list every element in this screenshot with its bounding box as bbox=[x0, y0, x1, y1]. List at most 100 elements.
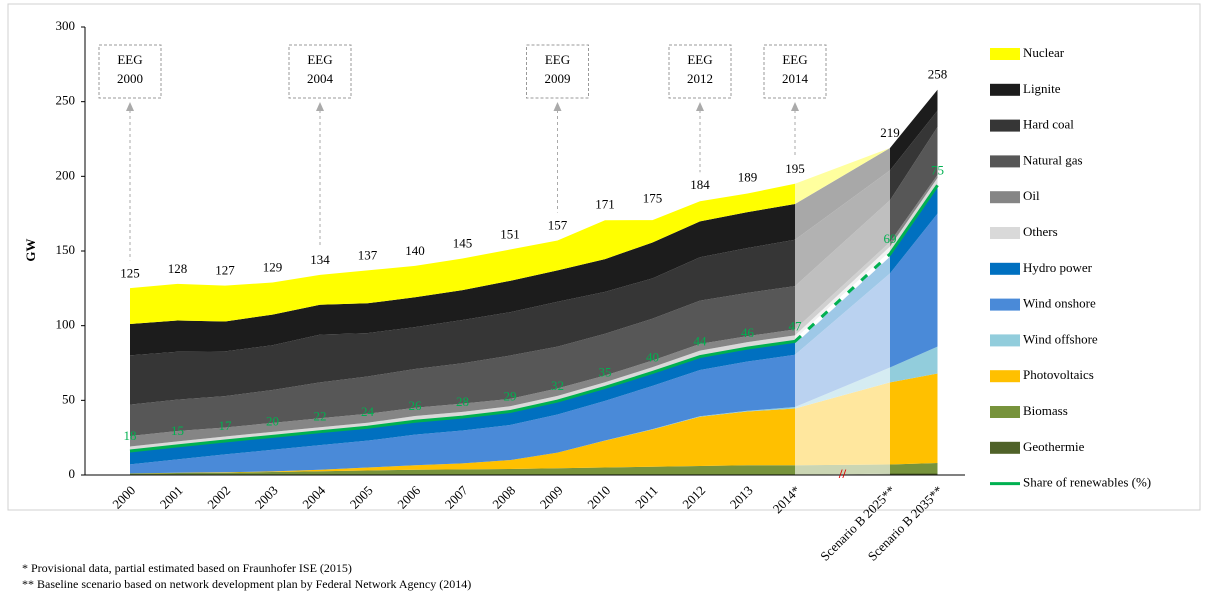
annotation: EEG bbox=[117, 52, 142, 67]
frame bbox=[7, 3, 1201, 511]
total-label: 175 bbox=[643, 191, 663, 206]
area bbox=[130, 373, 938, 474]
x-tick-label: 2008 bbox=[489, 483, 518, 512]
legend-swatch bbox=[990, 298, 1020, 311]
annotation: 2004 bbox=[307, 71, 334, 86]
projection-overlay bbox=[795, 27, 890, 475]
share-label: 75 bbox=[931, 162, 944, 177]
x-tick-label: 2014* bbox=[770, 483, 804, 517]
break-mark: // bbox=[838, 466, 847, 481]
x-tick-label: 2010 bbox=[584, 483, 613, 512]
x-tick-label: 2003 bbox=[252, 483, 281, 512]
x-tick-label: 2013 bbox=[727, 483, 756, 512]
area bbox=[130, 213, 938, 474]
y-tick-label: 150 bbox=[56, 242, 76, 257]
arrow-head bbox=[696, 102, 704, 111]
share-label: 26 bbox=[409, 398, 423, 413]
share-label: 29 bbox=[504, 389, 517, 404]
total-label: 127 bbox=[215, 262, 235, 277]
annotation: EEG bbox=[782, 52, 807, 67]
x-tick-label: 2002 bbox=[204, 483, 233, 512]
legend-swatch bbox=[990, 119, 1020, 132]
footnote: ** Baseline scenario based on network de… bbox=[22, 577, 471, 591]
y-tick-label: 250 bbox=[56, 93, 76, 108]
legend-label: Geothermie bbox=[1023, 439, 1085, 454]
total-label: 125 bbox=[120, 265, 140, 280]
share-label: 32 bbox=[551, 378, 564, 393]
legend-swatch bbox=[990, 262, 1020, 275]
legend-swatch bbox=[990, 334, 1020, 347]
total-label: 140 bbox=[405, 243, 425, 258]
x-tick-label: 2012 bbox=[679, 483, 708, 512]
legend-label: Others bbox=[1023, 224, 1058, 239]
dash-overlay bbox=[793, 252, 892, 343]
annotation: EEG bbox=[307, 52, 332, 67]
share-label: 40 bbox=[646, 349, 659, 364]
legend-label: Lignite bbox=[1023, 81, 1061, 96]
legend-label: Nuclear bbox=[1023, 45, 1065, 60]
area bbox=[130, 185, 938, 465]
x-tick-label: 2005 bbox=[347, 483, 376, 512]
annotation: EEG bbox=[687, 52, 712, 67]
total-label: 219 bbox=[880, 125, 900, 140]
share-label: 44 bbox=[694, 334, 708, 349]
share-label: 24 bbox=[361, 404, 375, 419]
annotation-box bbox=[98, 44, 162, 99]
legend-label: Biomass bbox=[1023, 403, 1068, 418]
share-label: 20 bbox=[266, 413, 279, 428]
area bbox=[130, 89, 938, 325]
share-label: 28 bbox=[456, 394, 469, 409]
y-axis-label: GW bbox=[23, 238, 38, 261]
legend-swatch bbox=[990, 406, 1020, 418]
legend-swatch bbox=[990, 370, 1020, 383]
annotation: 2000 bbox=[117, 71, 143, 86]
legend-label: Oil bbox=[1023, 188, 1040, 203]
total-label: 184 bbox=[690, 177, 710, 192]
x-tick-label: 2001 bbox=[157, 483, 186, 512]
legend-label: Wind offshore bbox=[1023, 331, 1098, 346]
x-tick-label: 2000 bbox=[109, 483, 138, 512]
y-tick-label: 200 bbox=[56, 167, 76, 182]
legend-label: Photovoltaics bbox=[1023, 367, 1094, 382]
share-label: 35 bbox=[599, 364, 612, 379]
share-label: 47 bbox=[789, 318, 803, 333]
x-tick-label: 2009 bbox=[537, 483, 566, 512]
arrow-head bbox=[791, 102, 799, 111]
annotation-box bbox=[526, 44, 589, 99]
area bbox=[130, 89, 938, 356]
total-label: 129 bbox=[263, 259, 283, 274]
share-label: 46 bbox=[741, 325, 755, 340]
total-label: 145 bbox=[453, 235, 473, 250]
total-label: 151 bbox=[500, 226, 520, 241]
y-tick-label: 100 bbox=[56, 317, 76, 332]
legend-swatch bbox=[990, 83, 1020, 96]
share-label: 17 bbox=[219, 418, 233, 433]
annotation-box bbox=[288, 44, 352, 99]
total-label: 189 bbox=[738, 170, 758, 185]
arrow-head bbox=[126, 102, 134, 111]
annotation: 2009 bbox=[545, 71, 571, 86]
legend-swatch bbox=[990, 441, 1020, 454]
x-tick-label: 2011 bbox=[632, 483, 661, 512]
legend-swatch bbox=[990, 227, 1020, 239]
legend-label: Natural gas bbox=[1023, 152, 1083, 167]
total-label: 195 bbox=[785, 161, 805, 176]
legend-label: Wind onshore bbox=[1023, 296, 1096, 311]
annotation-box bbox=[668, 44, 732, 99]
y-tick-label: 50 bbox=[62, 391, 75, 406]
legend-label: Hydro power bbox=[1023, 260, 1093, 275]
annotation: 2014 bbox=[782, 71, 809, 86]
x-tick-label: 2006 bbox=[394, 482, 423, 511]
share-label: 18 bbox=[124, 428, 137, 443]
total-label: 157 bbox=[548, 218, 568, 233]
y-tick-label: 300 bbox=[56, 18, 76, 33]
arrow-head bbox=[316, 102, 324, 111]
y-tick-label: 0 bbox=[69, 466, 76, 481]
share-label: 15 bbox=[171, 423, 184, 438]
footnote: * Provisional data, partial estimated ba… bbox=[22, 561, 352, 575]
total-label: 171 bbox=[595, 197, 615, 212]
legend-swatch bbox=[990, 48, 1020, 60]
x-tick-label: 2007 bbox=[442, 482, 471, 511]
annotation: EEG bbox=[545, 52, 570, 67]
